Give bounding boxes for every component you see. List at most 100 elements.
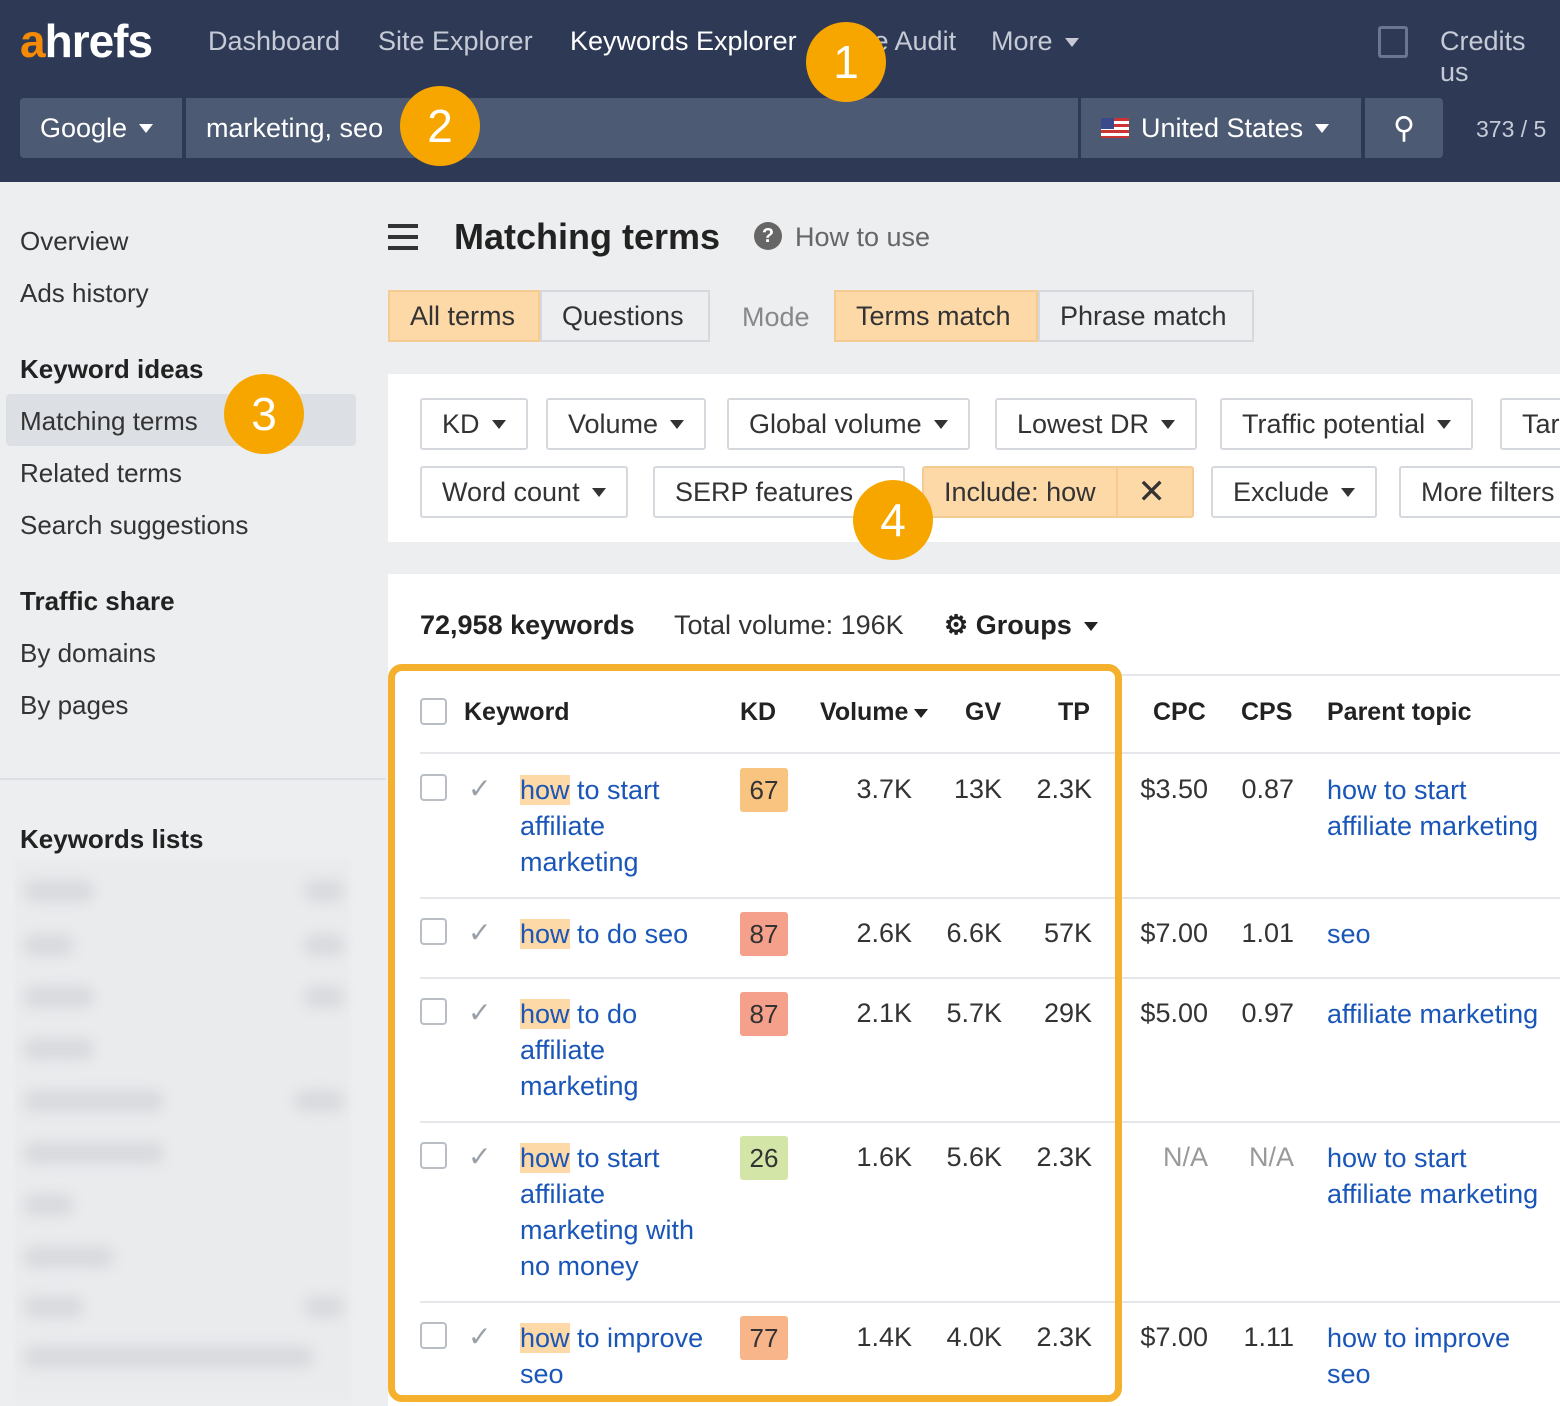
- select-all-checkbox[interactable]: [420, 698, 447, 725]
- filter-kd[interactable]: KD: [420, 398, 528, 450]
- row-checkbox[interactable]: [420, 774, 447, 801]
- search-button[interactable]: ⚲: [1365, 98, 1443, 158]
- filter-global-volume[interactable]: Global volume: [727, 398, 970, 450]
- filter-volume[interactable]: Volume: [546, 398, 707, 450]
- sidebar-item-matching-terms[interactable]: Matching terms: [20, 406, 198, 436]
- more-filters-button[interactable]: More filters: [1399, 466, 1560, 518]
- help-icon[interactable]: ?: [754, 222, 782, 250]
- how-to-use-link[interactable]: How to use: [795, 222, 931, 252]
- caret-down-icon: [491, 419, 506, 429]
- cpc-cell: $5.00: [1140, 998, 1208, 1028]
- keyword-link[interactable]: how to start affiliate marketing: [520, 775, 660, 877]
- sidebar-heading-keywords-lists: Keywords lists: [20, 824, 204, 854]
- check-icon[interactable]: ✓: [468, 1321, 492, 1352]
- volume-cell: 2.6K: [856, 918, 912, 948]
- cpc-cell: $3.50: [1140, 774, 1208, 804]
- parent-topic-link[interactable]: how to start affiliate marketing: [1327, 1143, 1539, 1209]
- filter-traffic-potential[interactable]: Traffic potential: [1220, 398, 1474, 450]
- parent-topic-link[interactable]: affiliate marketing: [1327, 999, 1539, 1029]
- col-keyword[interactable]: Keyword: [464, 698, 570, 726]
- caret-down-icon: [1437, 419, 1452, 429]
- tp-cell: 2.3K: [1036, 774, 1092, 804]
- keyword-link[interactable]: how to do seo: [520, 919, 689, 949]
- check-icon[interactable]: ✓: [468, 997, 492, 1028]
- tab-questions[interactable]: Questions: [540, 290, 710, 342]
- keyword-link[interactable]: how to do affiliate marketing: [520, 999, 639, 1101]
- kd-badge: 87: [740, 912, 788, 956]
- tab-all-terms[interactable]: All terms: [388, 290, 540, 342]
- filter-word-count[interactable]: Word count: [420, 466, 628, 518]
- caret-down-icon: [1083, 622, 1098, 632]
- menu-icon[interactable]: [388, 224, 418, 250]
- close-icon[interactable]: ✕: [1115, 468, 1186, 516]
- caret-down-icon: [1161, 419, 1176, 429]
- kd-badge: 67: [740, 768, 788, 812]
- check-icon[interactable]: ✓: [468, 917, 492, 948]
- caret-down-icon: [139, 123, 154, 133]
- step-badge-2: 2: [400, 86, 480, 166]
- row-checkbox[interactable]: [420, 1322, 447, 1349]
- total-volume: Total volume: 196K: [674, 610, 904, 640]
- kd-badge: 77: [740, 1316, 788, 1360]
- cps-cell: 0.97: [1241, 998, 1294, 1028]
- filter-lowest-dr[interactable]: Lowest DR: [995, 398, 1198, 450]
- search-input[interactable]: marketing, seo: [186, 98, 1078, 158]
- gv-cell: 6.6K: [946, 918, 1002, 948]
- col-parent-topic[interactable]: Parent topic: [1327, 698, 1472, 726]
- nav-more[interactable]: More: [991, 26, 1079, 57]
- top-nav: ahrefs Dashboard Site Explorer Keywords …: [0, 0, 1560, 182]
- parent-topic-link[interactable]: how to start affiliate marketing: [1327, 775, 1539, 841]
- filter-target[interactable]: Tar: [1500, 398, 1560, 450]
- tab-phrase-match[interactable]: Phrase match: [1038, 290, 1254, 342]
- groups-button[interactable]: ⚙ Groups: [944, 610, 1098, 641]
- inbox-icon[interactable]: [1378, 26, 1408, 58]
- nav-credits[interactable]: Credits us: [1440, 26, 1526, 87]
- caret-down-icon: [1064, 38, 1079, 48]
- nav-keywords-explorer[interactable]: Keywords Explorer: [570, 26, 797, 56]
- tab-terms-match[interactable]: Terms match: [834, 290, 1038, 342]
- blurred-keyword-lists: [14, 860, 350, 1400]
- query-counter: 373 / 5: [1476, 116, 1547, 142]
- nav-site-explorer[interactable]: Site Explorer: [378, 26, 533, 56]
- caret-down-icon: [1315, 123, 1330, 133]
- sidebar-item-by-pages[interactable]: By pages: [20, 690, 129, 720]
- engine-select[interactable]: Google: [20, 98, 182, 158]
- nav-dashboard[interactable]: Dashboard: [208, 26, 341, 56]
- check-icon[interactable]: ✓: [468, 773, 492, 804]
- row-divider: [420, 897, 1560, 899]
- parent-topic-link[interactable]: seo: [1327, 919, 1371, 949]
- col-gv[interactable]: GV: [965, 698, 1002, 726]
- country-select[interactable]: United States: [1081, 98, 1361, 158]
- tp-cell: 2.3K: [1036, 1322, 1092, 1352]
- gv-cell: 4.0K: [946, 1322, 1002, 1352]
- col-cpc[interactable]: CPC: [1153, 698, 1206, 726]
- sidebar-item-related-terms[interactable]: Related terms: [20, 458, 182, 488]
- gv-cell: 5.7K: [946, 998, 1002, 1028]
- col-tp[interactable]: TP: [1058, 698, 1090, 726]
- col-volume[interactable]: Volume: [820, 698, 929, 727]
- check-icon[interactable]: ✓: [468, 1141, 492, 1172]
- row-divider: [420, 1121, 1560, 1123]
- filter-include[interactable]: Include: how ✕: [922, 466, 1194, 518]
- keyword-link[interactable]: how to start affiliate marketing with no…: [520, 1143, 695, 1281]
- row-checkbox[interactable]: [420, 918, 447, 945]
- row-checkbox[interactable]: [420, 1142, 447, 1169]
- sidebar-item-ads-history[interactable]: Ads history: [20, 278, 149, 308]
- filter-exclude[interactable]: Exclude: [1211, 466, 1378, 518]
- keyword-link[interactable]: how to improve seo: [520, 1323, 704, 1389]
- volume-cell: 1.6K: [856, 1142, 912, 1172]
- ahrefs-logo[interactable]: ahrefs: [20, 15, 153, 67]
- row-divider: [420, 1301, 1560, 1303]
- row-checkbox[interactable]: [420, 998, 447, 1025]
- cps-cell: 1.11: [1243, 1322, 1294, 1352]
- tp-cell: 2.3K: [1036, 1142, 1092, 1172]
- keyword-count: 72,958 keywords: [420, 610, 635, 640]
- sidebar-heading-keyword-ideas: Keyword ideas: [20, 354, 204, 384]
- col-cps[interactable]: CPS: [1241, 698, 1293, 726]
- parent-topic-link[interactable]: how to improve seo: [1327, 1323, 1511, 1389]
- col-kd[interactable]: KD: [740, 698, 777, 726]
- sidebar-item-search-suggestions[interactable]: Search suggestions: [20, 510, 249, 540]
- sidebar-item-by-domains[interactable]: By domains: [20, 638, 156, 668]
- sidebar-item-overview[interactable]: Overview: [20, 226, 129, 256]
- tp-cell: 57K: [1043, 918, 1092, 948]
